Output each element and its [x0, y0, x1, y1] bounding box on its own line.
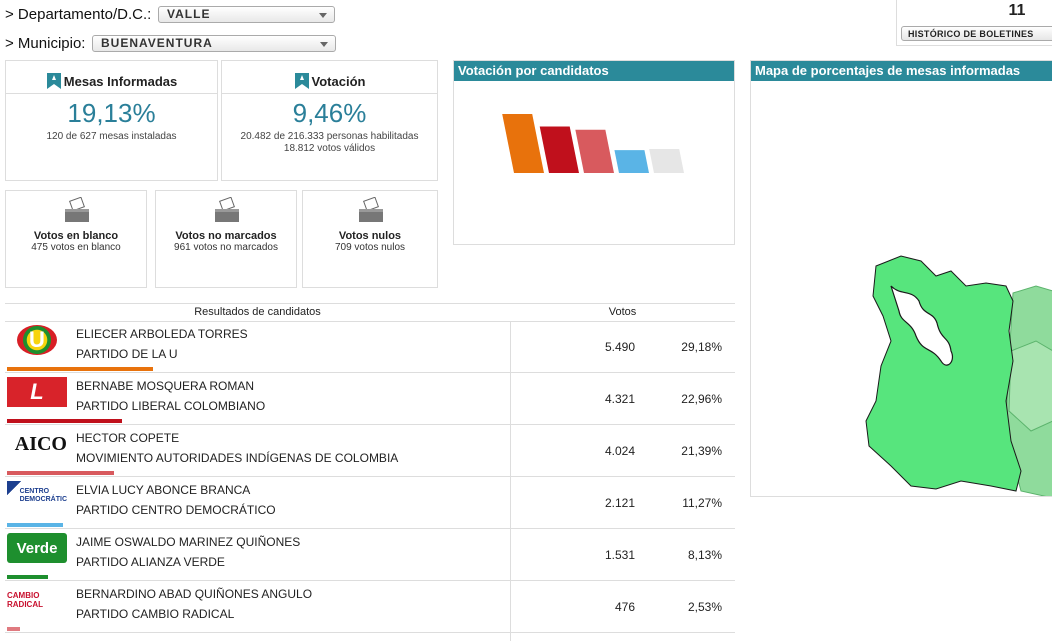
ballot-icon	[359, 197, 383, 222]
party-name: PARTIDO LIBERAL COLOMBIANO	[76, 399, 266, 413]
map-panel: Mapa de porcentajes de mesas informadas	[750, 60, 1052, 497]
percent-bar	[7, 523, 64, 527]
bar	[614, 150, 649, 173]
stat-title: Mesas Informadas	[6, 71, 217, 89]
bar	[575, 129, 614, 173]
special-vote-title: Votos nulos	[338, 230, 402, 242]
candidate-percent: 22,96%	[681, 392, 722, 406]
stat-header-line	[222, 93, 437, 94]
candidate-votes: 1.531	[604, 548, 635, 562]
candidate-row: CENTRO DEMOCRÁTICO ELVIA LUCY ABONCE BRAN…	[5, 477, 735, 529]
bulletin-number: 11	[1008, 2, 1026, 19]
party-logo: L	[7, 377, 67, 407]
party-logo: U	[17, 325, 57, 355]
ballot-icon	[215, 197, 239, 222]
candidate-row: Verde JAIME OSWALDO MARINEZ QUIÑONES PARTI…	[5, 529, 735, 581]
bar	[502, 114, 544, 173]
stat-panel: Votación 9,46% 20.482 de 216.333 personas …	[221, 60, 438, 181]
candidate-name: JAIME OSWALDO MARINEZ QUIÑONES	[76, 535, 301, 549]
department-label: > Departamento/D.C.:	[5, 6, 152, 23]
candidate-votes: 4.321	[604, 392, 635, 406]
stat-title: Votación	[222, 71, 437, 89]
candidate-votes: 4.024	[604, 444, 635, 458]
stat-icon	[46, 73, 61, 89]
percent-bar	[7, 367, 153, 371]
map-bay	[890, 285, 953, 366]
candidate-name: HECTOR COPETE	[76, 431, 180, 445]
bar	[649, 148, 684, 173]
stat-detail: 120 de 627 mesas instaladas	[46, 131, 177, 142]
special-vote-detail: 475 votos en blanco	[31, 242, 121, 253]
party-logo: AICO	[14, 432, 67, 455]
chart-title: Votación por candidatos	[454, 61, 734, 81]
map	[865, 255, 1052, 496]
history-button[interactable]: HISTÓRICO DE BOLETINES	[901, 26, 1052, 41]
percent-bar	[7, 575, 48, 579]
candidate-percent: 8,13%	[687, 548, 722, 562]
stat-header-line	[6, 93, 217, 94]
candidate-percent: 21,39%	[681, 444, 722, 458]
stat-value: 19,13%	[67, 98, 156, 128]
results-table: Resultados de candidatos Votos U ELIECER …	[5, 303, 735, 641]
special-vote-panel: Votos no marcados 961 votos no marcados	[155, 190, 297, 288]
candidate-row: CAMBIO RADICAL BERNARDINO ABAD QUIÑONES A…	[5, 581, 735, 633]
percent-bar	[7, 627, 20, 631]
candidate-name: BERNABE MOSQUERA ROMAN	[76, 379, 255, 393]
candidate-row: L BERNABE MOSQUERA ROMAN PARTIDO LIBERAL C…	[5, 373, 735, 425]
map-region-municipality	[865, 255, 1022, 492]
special-vote-panel: Votos en blanco 475 votos en blanco	[5, 190, 147, 288]
party-name: PARTIDO DE LA U	[76, 347, 178, 361]
percent-bar	[7, 419, 122, 423]
candidate-percent: 29,18%	[681, 340, 722, 354]
column-divider	[510, 321, 511, 641]
party-name: PARTIDO CENTRO DEMOCRÁTICO	[76, 503, 276, 517]
candidate-name: BERNARDINO ABAD QUIÑONES ANGULO	[76, 587, 313, 601]
ballot-icon	[65, 197, 89, 222]
stat-value: 9,46%	[292, 98, 367, 128]
department-select[interactable]: VALLE	[158, 6, 335, 23]
map-title: Mapa de porcentajes de mesas informadas	[751, 61, 1052, 81]
party-name: MOVIMIENTO AUTORIDADES INDÍGENAS DE COLO…	[76, 451, 399, 465]
municipality-select[interactable]: BUENAVENTURA	[92, 35, 336, 52]
candidate-row: U ELIECER ARBOLEDA TORRES PARTIDO DE LA U 5…	[5, 321, 735, 373]
candidate-name: ELIECER ARBOLEDA TORRES	[76, 327, 248, 341]
special-vote-detail: 709 votos nulos	[334, 242, 406, 253]
special-vote-title: Votos no marcados	[175, 230, 277, 242]
candidate-percent: 2,53%	[687, 600, 722, 614]
chart	[502, 114, 684, 173]
party-logo: Verde	[7, 533, 67, 563]
party-name: PARTIDO ALIANZA VERDE	[76, 555, 225, 569]
candidate-percent: 11,27%	[682, 496, 722, 510]
candidate-votes: 2.121	[604, 496, 635, 510]
votes-header: Votos	[510, 304, 735, 322]
candidate-row: AICO HECTOR COPETE MOVIMIENTO AUTORIDADES …	[5, 425, 735, 477]
stat-detail: 20.482 de 216.333 personas habilitadas	[240, 131, 419, 142]
percent-bar	[7, 471, 114, 475]
special-vote-detail: 961 votos no marcados	[174, 242, 278, 253]
bar	[539, 126, 579, 173]
stat-panel: Mesas Informadas 19,13% 120 de 627 mesas i…	[5, 60, 218, 181]
bulletin-box: 11 HISTÓRICO DE BOLETINES	[896, 0, 1052, 46]
party-name: PARTIDO CAMBIO RADICAL	[76, 607, 235, 621]
special-vote-panel: Votos nulos 709 votos nulos	[302, 190, 438, 288]
municipality-label: > Municipio:	[5, 35, 86, 52]
special-vote-title: Votos en blanco	[33, 230, 119, 242]
map-region-neighbor	[1008, 340, 1052, 432]
stat-icon	[294, 73, 309, 89]
results-header: Resultados de candidatos	[5, 304, 510, 322]
party-logo: CENTRO DEMOCRÁTICO	[7, 481, 67, 511]
chart-panel: Votación por candidatos	[453, 60, 735, 245]
stat-detail: 18.812 votos válidos	[283, 143, 376, 154]
party-logo: CAMBIO RADICAL	[7, 591, 43, 609]
candidate-votes: 476	[614, 600, 635, 614]
candidate-votes: 5.490	[604, 340, 635, 354]
candidate-name: ELVIA LUCY ABONCE BRANCA	[76, 483, 251, 497]
